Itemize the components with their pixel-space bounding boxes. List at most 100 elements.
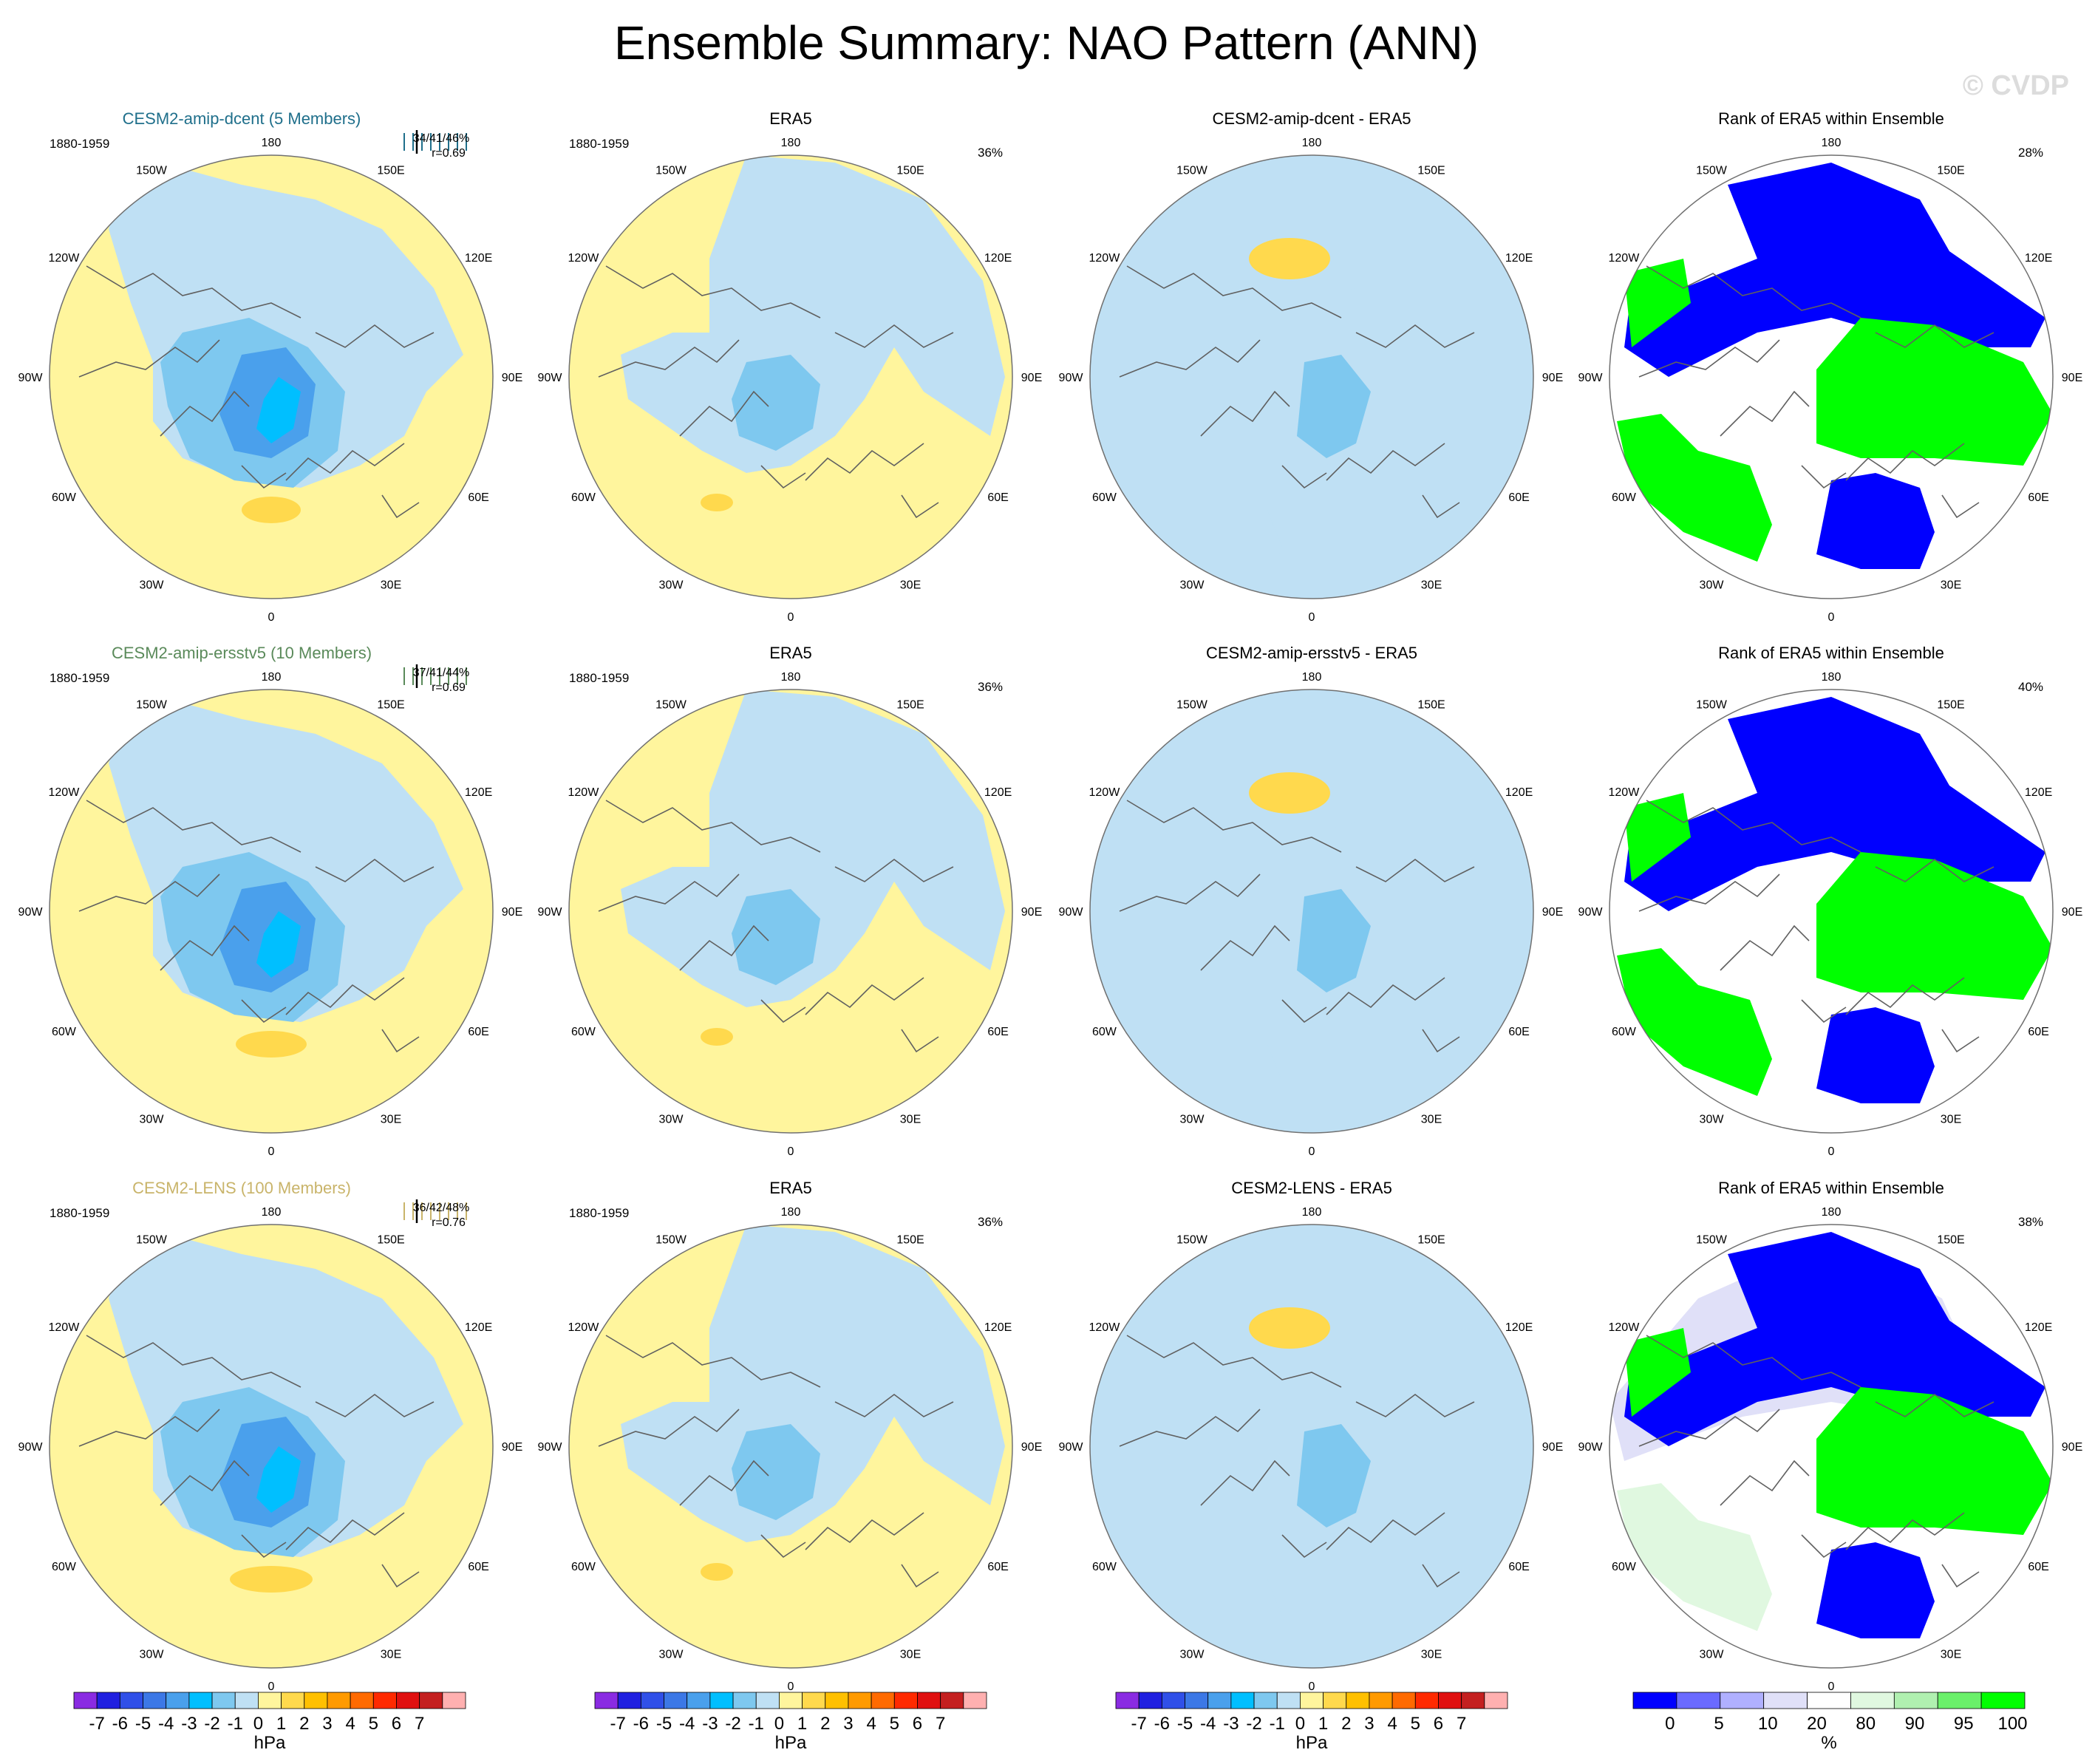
colorbar-tick-label: 10: [1758, 1714, 1778, 1734]
colorbar-swatch: [640, 1692, 664, 1709]
longitude-label: 150W: [136, 698, 168, 711]
pct-explained-label: 36%: [978, 680, 1003, 694]
colorbar-tick-label: 100: [1997, 1714, 2027, 1734]
colorbar-swatch: [1461, 1692, 1485, 1709]
coastline: [1646, 1335, 1861, 1388]
colorbar-tick-label: 7: [415, 1714, 424, 1734]
colorbar-swatch: [755, 1692, 780, 1709]
colorbar-swatch: [1300, 1692, 1324, 1709]
longitude-label: 90E: [1542, 906, 1563, 919]
colorbar-swatch: [802, 1692, 826, 1709]
colorbar-tick-label: 80: [1856, 1714, 1876, 1734]
longitude-label: 30W: [140, 579, 165, 592]
coastline: [1720, 1460, 1810, 1506]
colorbar-tick-label: 4: [345, 1714, 355, 1734]
high-pressure-cell: [701, 1563, 733, 1581]
colorbar-swatch: [1414, 1692, 1439, 1709]
colorbar-tick-label: -4: [1200, 1714, 1216, 1734]
longitude-label: 150E: [1417, 164, 1445, 177]
colorbar-swatch: [1676, 1692, 1721, 1709]
coastline: [285, 1512, 405, 1550]
longitude-label: 60E: [2028, 1561, 2048, 1573]
rank-low-region: [1624, 163, 2045, 377]
difference-title: CESM2-amip-dcent - ERA5: [1213, 109, 1411, 128]
colorbar-swatch: [779, 1692, 803, 1709]
coastline: [1845, 1512, 1965, 1550]
coastline: [1646, 265, 1861, 319]
longitude-label: 60W: [1092, 491, 1117, 504]
pct-explained-label: 37/41/44%: [413, 667, 470, 679]
map-border: [49, 689, 494, 1134]
map-border: [1609, 689, 2054, 1134]
coastline: [285, 977, 405, 1015]
colorbar-swatch: [940, 1692, 964, 1709]
colorbar-swatch: [1230, 1692, 1255, 1709]
coastline-group: [1119, 265, 1475, 519]
longitude-label: 30E: [381, 1649, 401, 1661]
longitude-label: 180: [262, 1206, 282, 1219]
colorbar-swatch: [732, 1692, 757, 1709]
colorbar-swatch: [1346, 1692, 1370, 1709]
pct-explained-label: 34/41/46%: [413, 132, 470, 145]
colorbar-swatch: [234, 1692, 259, 1709]
colorbar-tick-label: -6: [633, 1714, 649, 1734]
panel-diff-row1: 180 150E 120E 90E 60E 30E 0 30W 60W 90W 120W 150W CE…: [1059, 109, 1564, 624]
coastline-group: [1638, 800, 1994, 1053]
colorbar-tick-label: 3: [1364, 1714, 1374, 1734]
longitude-label: 30E: [900, 1114, 921, 1126]
coastline: [1845, 443, 1965, 481]
longitude-label: 120W: [49, 252, 81, 265]
coastline: [901, 494, 939, 519]
colorbar-tick-label: -2: [725, 1714, 740, 1734]
map-border: [1089, 154, 1534, 599]
longitude-label: 0: [788, 1145, 794, 1158]
coastline: [160, 924, 250, 971]
colorbar-swatch: [1438, 1692, 1462, 1709]
longitude-label: 0: [1828, 1680, 1835, 1693]
coastline: [1326, 443, 1445, 481]
longitude-label: 60E: [2028, 491, 2048, 504]
longitude-label: 150W: [655, 698, 687, 711]
hpa-colorbar: -7 -6 -5 -4 -3 -2 -1 0 1 2 3 4 5 6 7 hPa: [594, 1692, 987, 1753]
longitude-label: 90W: [1059, 372, 1084, 384]
map-border: [1089, 1224, 1534, 1669]
colorbar-unit: hPa: [775, 1733, 807, 1753]
longitude-label: 0: [1828, 611, 1835, 624]
colorbar-tick-label: 6: [913, 1714, 922, 1734]
longitude-label: 120W: [1609, 1321, 1641, 1334]
longitude-label: 120E: [2025, 1321, 2052, 1334]
colorbar-swatch: [143, 1692, 167, 1709]
colorbar-swatch: [1323, 1692, 1347, 1709]
rank-high-region-west: [1617, 948, 1772, 1096]
pct-tick-bar: [403, 667, 467, 685]
longitude-label: 30E: [1941, 579, 1961, 592]
longitude-label: 0: [788, 1680, 794, 1693]
colorbar-swatch: [442, 1692, 466, 1709]
colorbar-tick-label: 5: [1714, 1714, 1723, 1734]
figure-title: Ensemble Summary: NAO Pattern (ANN): [614, 16, 1479, 69]
map-content: [50, 689, 493, 1133]
high-pressure-cell: [701, 494, 733, 511]
longitude-label: 90W: [538, 906, 563, 919]
colorbar-swatch: [871, 1692, 895, 1709]
longitude-label: 90W: [1578, 1441, 1604, 1454]
colorbar-tick-label: 1: [797, 1714, 807, 1734]
longitude-label: 30E: [900, 1649, 921, 1661]
coastline: [241, 999, 287, 1024]
colorbar-tick-label: -7: [1131, 1714, 1147, 1734]
rank-high-region-west: [1617, 1483, 1772, 1631]
longitude-label: 180: [1822, 137, 1842, 149]
negative-diff-core: [1297, 889, 1371, 992]
coastline: [1801, 1534, 1847, 1559]
longitude-label: 120W: [49, 786, 81, 799]
colorbar-swatch: [1253, 1692, 1278, 1709]
high-pressure-cell: [230, 1566, 313, 1593]
longitude-label: 90W: [538, 1441, 563, 1454]
longitude-label: 60W: [1612, 491, 1637, 504]
longitude-label: 30E: [381, 579, 401, 592]
longitude-label: 150W: [1696, 164, 1728, 177]
colorbar-swatch: [687, 1692, 711, 1709]
colorbar-tick-label: -1: [1270, 1714, 1285, 1734]
rank-title: Rank of ERA5 within Ensemble: [1718, 109, 1944, 128]
coastline: [1638, 1409, 1780, 1447]
